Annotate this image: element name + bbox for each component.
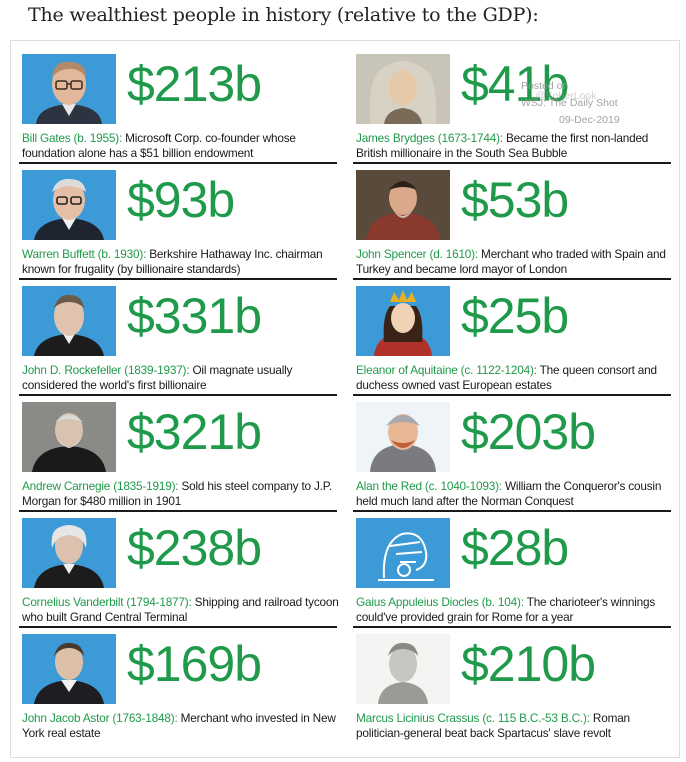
wealth-value: $41b <box>461 56 569 112</box>
person-description: Eleanor of Aquitaine (c. 1122-1204): The… <box>356 363 674 393</box>
person-summary: Roman politician-general beat back Spart… <box>356 711 630 740</box>
watermark-line: Posted on <box>521 80 569 92</box>
alan-the-red-portrait <box>356 402 450 472</box>
person-name: John D. Rockefeller (1839-1937): <box>22 363 190 377</box>
person-summary: Became the first non-landed British mill… <box>356 131 649 160</box>
wealth-value: $213b <box>127 56 262 112</box>
person-summary: Sold his steel company to J.P. Morgan fo… <box>22 479 332 508</box>
person-card-james-brydges: $41b James Brydges (1673-1744): Became t… <box>349 49 674 164</box>
person-card-john-spencer: $53b John Spencer (d. 1610): Merchant wh… <box>349 165 674 280</box>
person-summary: William the Conqueror's cousin held much… <box>356 479 662 508</box>
person-description: John Jacob Astor (1763-1848): Merchant w… <box>22 711 340 741</box>
row-divider <box>353 510 671 512</box>
james-brydges-portrait <box>356 54 450 124</box>
person-card-john-jacob-astor: $169b John Jacob Astor (1763-1848): Merc… <box>15 629 337 743</box>
person-card-andrew-carnegie: $321b Andrew Carnegie (1835-1919): Sold … <box>15 397 340 512</box>
row-divider <box>353 626 671 628</box>
row-divider <box>353 162 671 164</box>
person-card-gaius-diocles: $28b Gaius Appuleius Diocles (b. 104): T… <box>349 513 674 628</box>
cornelius-vanderbilt-portrait <box>22 518 116 588</box>
person-description: Warren Buffett (b. 1930): Berkshire Hath… <box>22 247 340 277</box>
row-divider <box>353 394 671 396</box>
person-description: James Brydges (1673-1744): Became the fi… <box>356 131 674 161</box>
person-card-warren-buffett: $93b Warren Buffett (b. 1930): Berkshire… <box>15 165 340 280</box>
person-description: Andrew Carnegie (1835-1919): Sold his st… <box>22 479 340 509</box>
person-card-cornelius-vanderbilt: $238b Cornelius Vanderbilt (1794-1877): … <box>15 513 340 628</box>
person-name: James Brydges (1673-1744): <box>356 131 503 145</box>
wealth-value: $93b <box>127 172 235 228</box>
person-name: Marcus Licinius Crassus (c. 115 B.C.-53 … <box>356 711 590 725</box>
person-name: Andrew Carnegie (1835-1919): <box>22 479 179 493</box>
person-name: Alan the Red (c. 1040-1093): <box>356 479 502 493</box>
person-summary: Merchant who invested in New York real e… <box>22 711 336 740</box>
person-summary: Microsoft Corp. co-founder whose foundat… <box>22 131 296 160</box>
wealth-value: $210b <box>461 636 596 692</box>
person-name: Eleanor of Aquitaine (c. 1122-1204): <box>356 363 537 377</box>
eleanor-of-aquitaine-portrait <box>356 286 450 356</box>
wealth-value: $169b <box>127 636 262 692</box>
person-description: John Spencer (d. 1610): Merchant who tra… <box>356 247 674 277</box>
gaius-diocles-illustration <box>356 518 450 588</box>
warren-buffett-portrait <box>22 170 116 240</box>
person-description: Bill Gates (b. 1955): Microsoft Corp. co… <box>22 131 340 161</box>
person-description: Marcus Licinius Crassus (c. 115 B.C.-53 … <box>356 711 674 741</box>
marcus-crassus-portrait <box>356 634 450 704</box>
watermark-line: WSJ: The Daily Shot <box>521 97 618 109</box>
bill-gates-portrait <box>22 54 116 124</box>
row-divider <box>19 394 337 396</box>
person-name: Gaius Appuleius Diocles (b. 104): <box>356 595 524 609</box>
person-card-john-d-rockefeller: $331b John D. Rockefeller (1839-1937): O… <box>15 281 340 396</box>
infographic-panel: $213b Bill Gates (b. 1955): Microsoft Co… <box>10 40 680 758</box>
person-name: John Spencer (d. 1610): <box>356 247 478 261</box>
wealth-value: $321b <box>127 404 262 460</box>
row-divider <box>19 162 337 164</box>
person-summary: Berkshire Hathaway Inc. chairman known f… <box>22 247 323 276</box>
john-spencer-portrait <box>356 170 450 240</box>
wealth-value: $238b <box>127 520 262 576</box>
person-description: Alan the Red (c. 1040-1093): William the… <box>356 479 674 509</box>
person-name: Bill Gates (b. 1955): <box>22 131 123 145</box>
wealth-value: $28b <box>461 520 569 576</box>
watermark-line: @SoberLook <box>535 90 597 102</box>
john-jacob-astor-portrait <box>22 634 116 704</box>
wealth-value: $331b <box>127 288 262 344</box>
row-divider <box>353 278 671 280</box>
page-title: The wealthiest people in history (relati… <box>28 4 539 26</box>
source-watermark: Posted on WSJ: The Daily Shot 09-Dec-201… <box>521 78 620 129</box>
person-summary: Shipping and railroad tycoon who built G… <box>22 595 339 624</box>
person-description: Gaius Appuleius Diocles (b. 104): The ch… <box>356 595 674 625</box>
person-description: Cornelius Vanderbilt (1794-1877): Shippi… <box>22 595 340 625</box>
person-summary: Oil magnate usually considered the world… <box>22 363 293 392</box>
person-card-marcus-crassus: $210b Marcus Licinius Crassus (c. 115 B.… <box>349 629 671 743</box>
wealth-value: $25b <box>461 288 569 344</box>
wealth-value: $203b <box>461 404 596 460</box>
row-divider <box>19 278 337 280</box>
person-card-eleanor-of-aquitaine: $25b Eleanor of Aquitaine (c. 1122-1204)… <box>349 281 674 396</box>
person-name: Cornelius Vanderbilt (1794-1877): <box>22 595 192 609</box>
john-d-rockefeller-portrait <box>22 286 116 356</box>
person-summary: The charioteer's winnings could've provi… <box>356 595 656 624</box>
person-description: John D. Rockefeller (1839-1937): Oil mag… <box>22 363 340 393</box>
person-name: Warren Buffett (b. 1930): <box>22 247 147 261</box>
person-summary: Merchant who traded with Spain and Turke… <box>356 247 666 276</box>
watermark-line: 09-Dec-2019 <box>559 114 620 126</box>
person-card-bill-gates: $213b Bill Gates (b. 1955): Microsoft Co… <box>15 49 340 164</box>
andrew-carnegie-portrait <box>22 402 116 472</box>
row-divider <box>19 510 337 512</box>
wealth-value: $53b <box>461 172 569 228</box>
person-card-alan-the-red: $203b Alan the Red (c. 1040-1093): Willi… <box>349 397 674 512</box>
person-summary: The queen consort and duchess owned vast… <box>356 363 657 392</box>
row-divider <box>19 626 337 628</box>
person-name: John Jacob Astor (1763-1848): <box>22 711 178 725</box>
